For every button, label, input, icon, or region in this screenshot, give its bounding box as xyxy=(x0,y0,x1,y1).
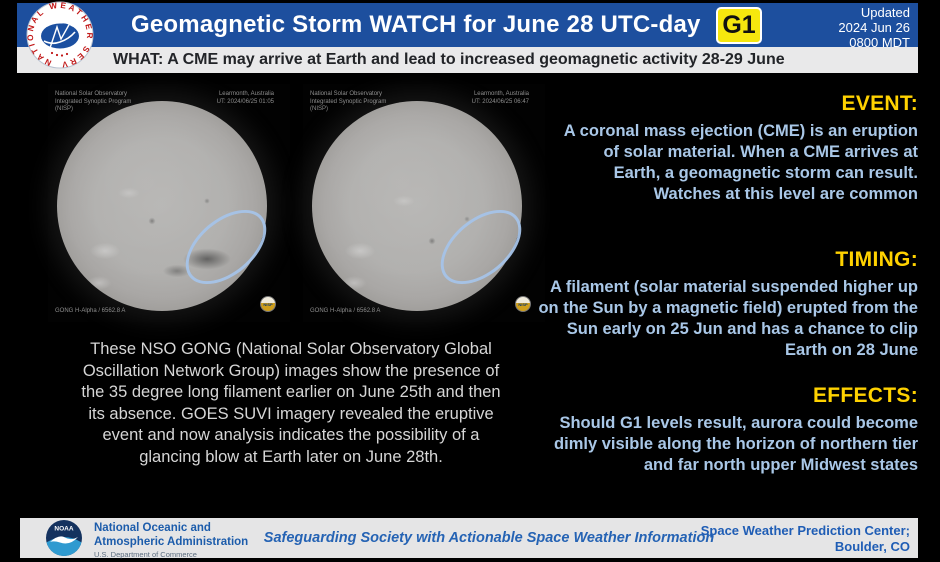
observatory-line1: National Solar Observatory xyxy=(310,91,383,97)
image-ut-time: UT: 2024/06/25 06:47 xyxy=(471,98,529,105)
nws-logo-icon: NATIONAL WEATHER SERVICE xyxy=(22,0,94,69)
g1-scale-badge: G1 xyxy=(716,7,762,44)
updated-timestamp: Updated 2024 Jun 26 0800 MDT xyxy=(838,5,910,50)
image-ut-time: UT: 2024/06/25 01:05 xyxy=(216,98,274,105)
timing-heading: TIMING: xyxy=(835,248,918,271)
site-timestamp-label: Learmonth, Australia UT: 2024/06/25 06:4… xyxy=(472,91,529,106)
swpc-location-line1: Space Weather Prediction Center; xyxy=(700,523,910,538)
noaa-logo-text: NOAA xyxy=(54,526,73,533)
updated-time: 0800 MDT xyxy=(849,34,910,50)
event-section: EVENT: A coronal mass ejection (CME) is … xyxy=(560,92,918,205)
site-timestamp-label: Learmonth, Australia UT: 2024/06/25 01:0… xyxy=(217,91,274,106)
nws-logo-svg: NATIONAL WEATHER SERVICE xyxy=(22,0,94,69)
effects-heading: EFFECTS: xyxy=(812,384,918,407)
effects-section: EFFECTS: Should G1 levels result, aurora… xyxy=(528,384,918,476)
observatory-line3: (NISP) xyxy=(55,106,73,112)
observatory-label: National Solar Observatory Integrated Sy… xyxy=(55,91,131,114)
gong-image-jun25-0647: National Solar Observatory Integrated Sy… xyxy=(303,84,545,322)
effects-body: Should G1 levels result, aurora could be… xyxy=(554,414,918,474)
solar-disk xyxy=(57,101,267,311)
observatory-line1: National Solar Observatory xyxy=(55,91,128,97)
image-caption: These NSO GONG (National Solar Observato… xyxy=(81,340,501,467)
swpc-location: Space Weather Prediction Center; Boulder… xyxy=(701,523,910,555)
swpc-location-line2: Boulder, CO xyxy=(834,538,910,554)
solar-surface-texture xyxy=(57,101,267,311)
noaa-logo-svg: NOAA xyxy=(46,520,82,556)
swpc-tagline: Safeguarding Society with Actionable Spa… xyxy=(263,530,715,546)
gong-image-jun25-0105: National Solar Observatory Integrated Sy… xyxy=(48,84,290,322)
page-title: Geomagnetic Storm WATCH for June 28 UTC-… xyxy=(131,11,701,38)
event-heading: EVENT: xyxy=(841,92,918,115)
noaa-name-line1: National Oceanic and xyxy=(94,522,211,534)
instrument-label: GONG H-Alpha / 6562.8 A xyxy=(310,308,381,314)
updated-date: 2024 Jun 26 xyxy=(838,19,910,35)
solar-disk xyxy=(312,101,522,311)
solar-surface-texture xyxy=(312,101,522,311)
footer-bar: NOAA National Oceanic and Atmospheric Ad… xyxy=(20,518,918,560)
instrument-label: GONG H-Alpha / 6562.8 A xyxy=(55,308,126,314)
noaa-department: U.S. Department of Commerce xyxy=(94,550,197,560)
updated-label: Updated xyxy=(860,5,910,20)
site-name: Learmonth, Australia xyxy=(218,91,274,97)
what-statement: WHAT: A CME may arrive at Earth and lead… xyxy=(113,51,785,68)
header-bar: Geomagnetic Storm WATCH for June 28 UTC-… xyxy=(17,3,918,50)
nisp-logo-icon: NISP xyxy=(515,296,531,312)
what-bar: WHAT: A CME may arrive at Earth and lead… xyxy=(17,47,918,73)
observatory-line2: Integrated Synoptic Program xyxy=(310,98,387,105)
noaa-logo-icon: NOAA xyxy=(46,520,82,556)
nisp-logo-icon: NISP xyxy=(260,296,276,312)
noaa-name-line2: Atmospheric Administration xyxy=(94,535,249,548)
timing-section: TIMING: A filament (solar material suspe… xyxy=(533,248,918,361)
event-body: A coronal mass ejection (CME) is an erup… xyxy=(563,122,918,203)
site-name: Learmonth, Australia xyxy=(473,91,529,97)
observatory-line3: (NISP) xyxy=(310,106,328,112)
observatory-line2: Integrated Synoptic Program xyxy=(55,98,132,105)
timing-body: A filament (solar material suspended hig… xyxy=(538,278,918,359)
observatory-label: National Solar Observatory Integrated Sy… xyxy=(310,91,386,114)
noaa-agency-name: National Oceanic and Atmospheric Adminis… xyxy=(94,522,248,560)
